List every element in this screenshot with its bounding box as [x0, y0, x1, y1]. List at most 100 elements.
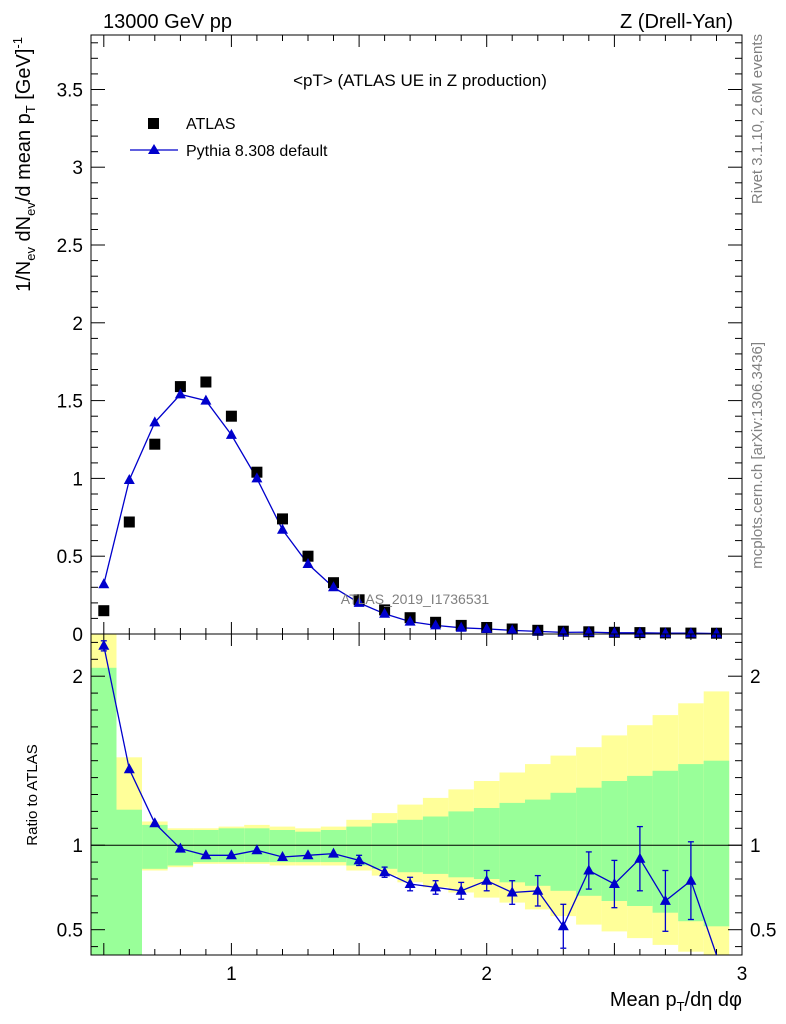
ratio-point: [277, 851, 288, 861]
xtick-label: 2: [481, 964, 492, 985]
data-point: [149, 438, 161, 450]
main-data-layer: [98, 376, 722, 639]
mc-point: [430, 619, 442, 630]
mc-point: [455, 621, 467, 632]
legend-mc-marker: [148, 144, 160, 154]
ratio-ylabel: Ratio to ATLAS: [24, 744, 41, 845]
legend-data-label: ATLAS: [186, 116, 236, 133]
ratio-ytick-label-right: 1: [750, 836, 761, 857]
ratio-ytick-label-right: 0.5: [750, 921, 776, 942]
mc-point: [379, 607, 391, 618]
mc-point: [277, 523, 288, 534]
ratio-band-inner: [525, 799, 551, 886]
ratio-point: [481, 874, 493, 885]
mc-point: [149, 416, 161, 427]
mc-point: [328, 581, 339, 592]
data-point: [277, 513, 288, 525]
main-ytick-label: 3: [72, 158, 83, 179]
rivet-label: Rivet 3.1.10, 2.6M events: [749, 34, 766, 204]
ratio-ytick-label: 0.5: [57, 921, 83, 942]
main-ytick-label: 0.5: [57, 547, 83, 568]
main-ytick-label: 2.5: [57, 236, 83, 257]
data-point: [174, 381, 186, 393]
mc-point: [711, 627, 722, 638]
data-point: [123, 516, 135, 528]
ratio-ytick-label-right: 2: [750, 667, 761, 688]
mc-point: [123, 474, 135, 484]
ratio-point: [302, 849, 314, 860]
ratio-point: [685, 874, 697, 885]
ratio-point: [583, 864, 595, 875]
main-ylabel: 1/Nev dNev/d mean pT [GeV]-1: [10, 37, 38, 292]
ratio-point: [149, 817, 161, 828]
mc-point: [481, 622, 493, 633]
ratio-axes: 0.5 0.5 1 1 2 2 1 2 3: [57, 633, 776, 985]
main-ytick-label: 1.5: [57, 392, 83, 413]
main-ytick-label: 0: [72, 625, 83, 646]
ratio-point: [404, 878, 416, 888]
mcplots-label: mcplots.cern.ch [arXiv:1306.3436]: [749, 342, 766, 569]
mc-point: [506, 624, 518, 635]
mc-point: [174, 388, 186, 399]
main-ytick-label: 1: [72, 469, 83, 490]
data-point: [302, 550, 314, 562]
ratio-point: [174, 842, 186, 853]
xtick-label: 1: [226, 964, 237, 985]
ratio-point: [200, 849, 212, 860]
ratio-band-inner: [550, 792, 576, 891]
ratio-point: [608, 878, 620, 888]
ratio-band-inner: [499, 802, 525, 883]
ratio-point: [634, 852, 646, 863]
ratio-band-inner: [397, 819, 423, 873]
main-axes: 0 0.5 1 1.5 2 2.5 3 3.5: [57, 34, 743, 646]
mc-point: [200, 394, 212, 405]
ratio-point: [532, 884, 544, 895]
ratio-point: [455, 884, 467, 895]
plot-title: <pT> (ATLAS UE in Z production): [293, 71, 547, 90]
main-ytick-label: 3.5: [57, 81, 83, 102]
ratio-point: [225, 849, 237, 860]
ratio-point: [659, 894, 671, 905]
ratio-ytick-label: 1: [72, 836, 83, 857]
watermark: ATLAS_2019_I1736531: [341, 591, 490, 607]
mc-point: [251, 472, 263, 483]
mc-point: [302, 558, 314, 568]
mc-point: [225, 428, 237, 439]
ratio-point: [506, 886, 518, 897]
ratio-point: [557, 920, 569, 931]
ratio-ytick-label: 2: [72, 667, 83, 688]
data-point: [200, 376, 212, 388]
ratio-point: [251, 844, 263, 855]
mc-point: [353, 596, 365, 607]
legend-mc-label: Pythia 8.308 default: [186, 143, 328, 160]
data-point: [225, 410, 237, 422]
ratio-point: [328, 847, 339, 858]
header-left: 13000 GeV pp: [103, 11, 232, 33]
data-point: [98, 605, 110, 617]
mc-point: [685, 627, 697, 638]
header-right: Z (Drell-Yan): [620, 11, 733, 33]
ratio-point: [353, 854, 365, 865]
ratio-point: [430, 881, 442, 892]
xlabel: Mean pT/dη dφ: [610, 989, 742, 1014]
legend: ATLAS Pythia 8.308 default: [130, 116, 328, 160]
mc-point: [532, 625, 544, 636]
mc-point: [659, 627, 671, 638]
ratio-band-inner: [371, 823, 398, 869]
ratio-band-inner: [116, 809, 142, 955]
ratio-point: [98, 639, 110, 650]
ratio-band-inner: [473, 808, 500, 879]
ratio-bands: [91, 634, 730, 955]
ratio-band-inner: [703, 760, 730, 927]
legend-data-marker: [148, 118, 159, 129]
mc-point: [98, 578, 110, 589]
main-ytick-label: 2: [72, 314, 83, 335]
ratio-point: [379, 866, 391, 877]
ratio-band-inner: [448, 811, 474, 878]
ratio-point: [123, 763, 135, 774]
data-point: [251, 466, 263, 478]
xtick-label: 3: [737, 964, 748, 985]
ratio-data-layer: [98, 639, 718, 956]
mc-point: [404, 615, 416, 626]
